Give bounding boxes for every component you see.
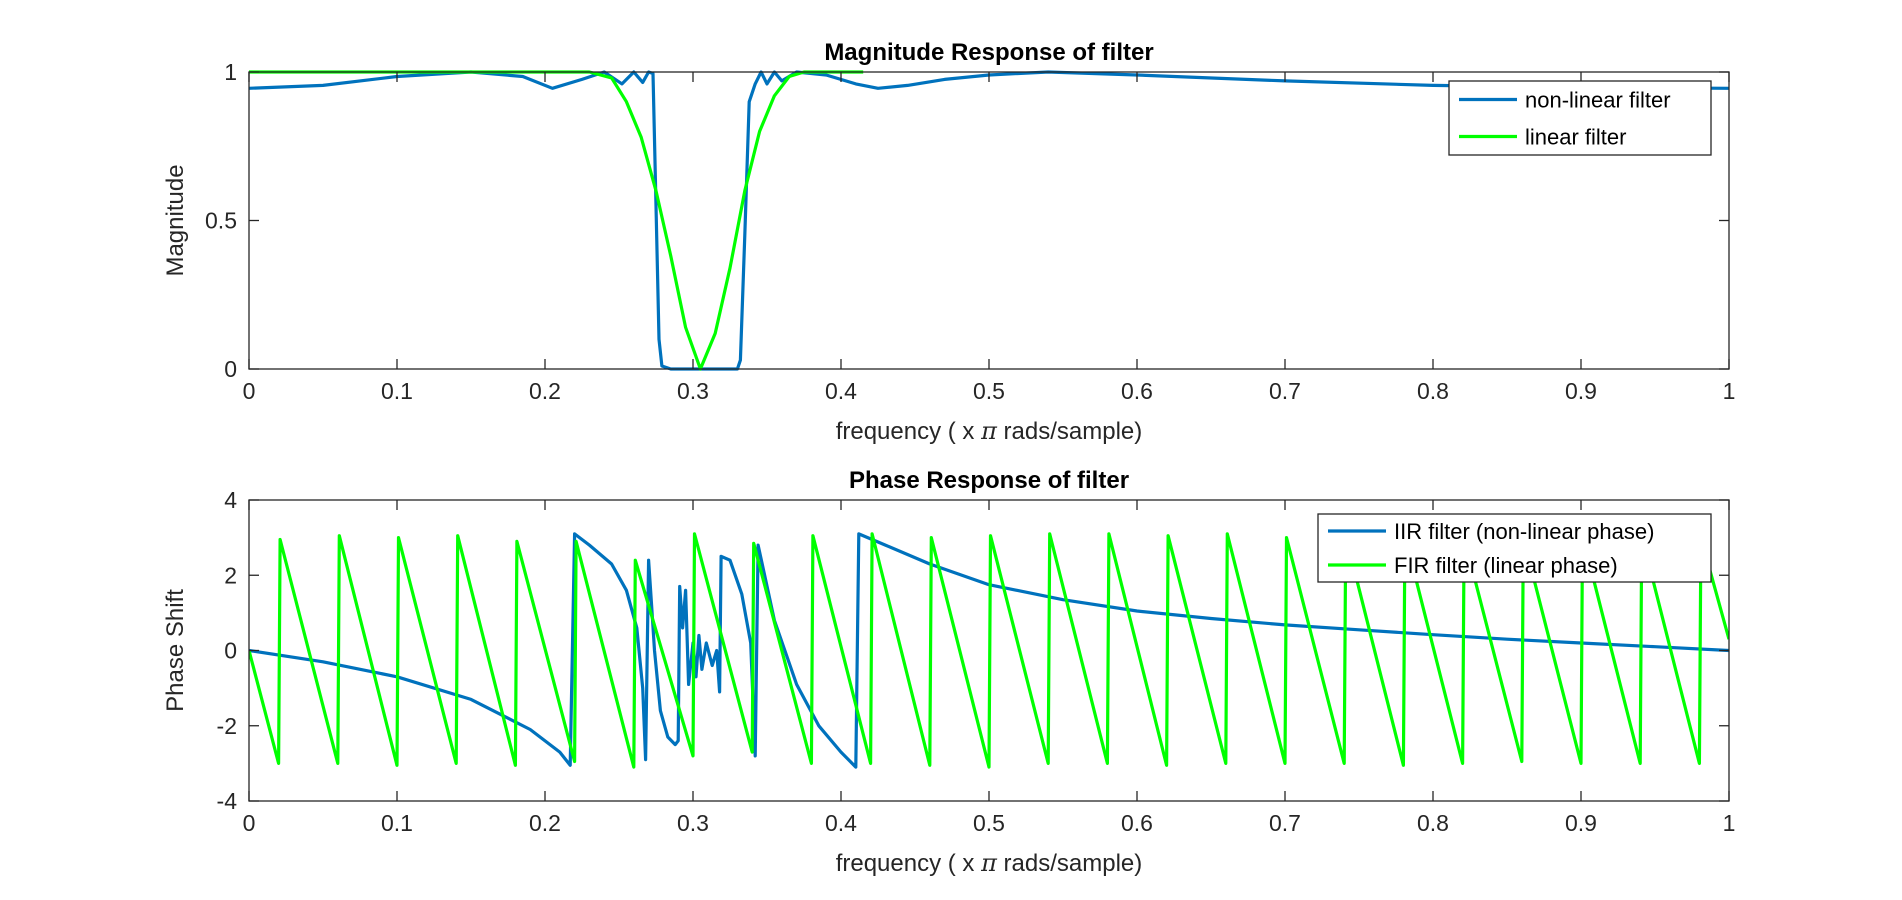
x-tick-label: 0 xyxy=(243,810,256,836)
x-tick-label: 0 xyxy=(243,378,256,404)
x-tick-label: 0.9 xyxy=(1565,378,1597,404)
x-tick-label: 0.1 xyxy=(381,378,413,404)
series-line-2 xyxy=(249,70,864,371)
x-tick-label: 1 xyxy=(1723,810,1736,836)
x-tick-label: 0.3 xyxy=(677,378,709,404)
legend: IIR filter (non-linear phase) FIR filter … xyxy=(1317,513,1712,583)
y-tick-label: 0.5 xyxy=(205,208,237,234)
x-tick-label: 0.6 xyxy=(1121,810,1153,836)
x-tick-label: 0.8 xyxy=(1417,810,1449,836)
x-tick-label: 0.6 xyxy=(1121,378,1153,404)
x-tick-label: 0.5 xyxy=(973,378,1005,404)
series-layer xyxy=(249,532,1729,769)
x-tick-label: 0.2 xyxy=(529,378,561,404)
y-tick-label: 0 xyxy=(224,638,237,664)
legend-label-1: IIR filter (non-linear phase) xyxy=(1394,519,1654,544)
x-tick-label: 0.7 xyxy=(1269,810,1301,836)
y-tick-label: 1 xyxy=(224,59,237,85)
x-tick-label: 0.5 xyxy=(973,810,1005,836)
chart-1: 0 0.1 0.2 0.3 0.4 0.5 0.6 0.7 0.8 0.9 1 0 0.5 1 Magnit… xyxy=(162,39,1735,445)
legend: non-linear filter linear filter xyxy=(1448,80,1712,156)
chart-2: 0 0.1 0.2 0.3 0.4 0.5 0.6 0.7 0.8 0.9 1 -4 -2 0 2 4 Phas… xyxy=(162,467,1735,877)
y-axis-label: Phase Shift xyxy=(162,589,189,712)
y-tick-label: 0 xyxy=(224,356,237,382)
series-line-1 xyxy=(249,532,1729,769)
x-tick-label: 0.4 xyxy=(825,378,857,404)
legend-label-2: linear filter xyxy=(1525,125,1626,150)
y-tick-label: -4 xyxy=(217,788,238,814)
chart-title: Phase Response of filter xyxy=(849,467,1129,494)
x-tick-label: 0.8 xyxy=(1417,378,1449,404)
y-tick-label: -2 xyxy=(217,713,237,739)
x-tick-label: 0.7 xyxy=(1269,378,1301,404)
x-tick-label: 0.1 xyxy=(381,810,413,836)
y-tick-label: 4 xyxy=(224,487,237,513)
x-tick-label: 0.3 xyxy=(677,810,709,836)
series-line-2 xyxy=(249,532,1729,769)
chart-title: Magnitude Response of filter xyxy=(824,39,1153,66)
legend-label-1: non-linear filter xyxy=(1525,88,1671,113)
x-tick-label: 0.9 xyxy=(1565,810,1597,836)
x-axis-label: frequency ( x π rads/sample) xyxy=(836,417,1143,445)
x-axis-label: frequency ( x π rads/sample) xyxy=(836,849,1143,877)
x-tick-label: 0.2 xyxy=(529,810,561,836)
legend-box xyxy=(1448,80,1712,156)
x-tick-label: 0.4 xyxy=(825,810,857,836)
x-tick-label: 1 xyxy=(1723,378,1736,404)
legend-label-2: FIR filter (linear phase) xyxy=(1394,553,1618,578)
legend-box xyxy=(1317,513,1712,583)
y-tick-label: 2 xyxy=(224,562,237,588)
series-layer xyxy=(249,70,1729,371)
y-axis-label: Magnitude xyxy=(162,164,189,276)
